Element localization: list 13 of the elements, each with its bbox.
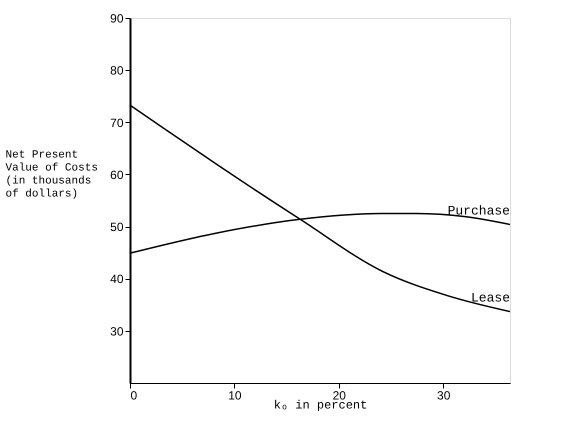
y-axis-title: Net Present Value of Costs (in thousands of dollars) [6, 150, 98, 200]
y-tick-label: 60 [110, 168, 124, 182]
x-tick-label: 10 [228, 388, 242, 402]
y-tick-label: 50 [110, 220, 124, 234]
series-label: Lease [470, 290, 510, 306]
y-tick-label: 80 [110, 64, 124, 78]
y-tick-label: 40 [110, 272, 124, 286]
x-tick-label: 30 [437, 388, 451, 402]
y-tick-label: 30 [110, 324, 124, 338]
y-tick-label: 70 [110, 116, 124, 130]
y-tick-label: 90 [110, 12, 124, 26]
x-tick-label: 0 [130, 388, 138, 402]
series-label: Purchase [448, 203, 510, 218]
